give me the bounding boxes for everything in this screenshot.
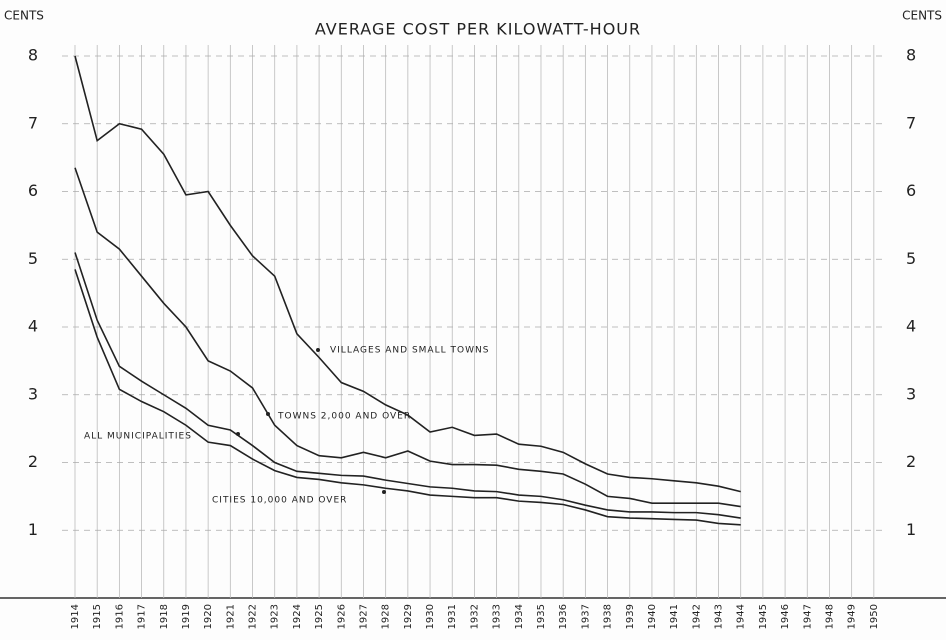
x-tick-label: 1923 — [270, 604, 281, 629]
y-tick-label: 5 — [28, 249, 38, 268]
series-line — [74, 269, 741, 526]
y-tick-label: 6 — [28, 181, 38, 200]
x-tick-label: 1928 — [381, 604, 392, 629]
x-tick-label: 1934 — [514, 604, 525, 629]
x-tick-label: 1944 — [736, 604, 747, 629]
x-tick-label: 1929 — [403, 604, 414, 629]
x-tick-label: 1931 — [447, 604, 458, 629]
label-arrow — [316, 348, 320, 352]
series-line — [74, 252, 741, 519]
x-tick-label: 1919 — [181, 604, 192, 629]
x-tick-label: 1914 — [70, 604, 81, 629]
label-arrow — [266, 412, 270, 416]
label-arrow — [382, 490, 386, 494]
y-axis-label: CENTS — [4, 9, 44, 23]
y2-tick-label: 3 — [906, 384, 916, 403]
x-tick-label: 1936 — [558, 604, 569, 629]
x-tick-label: 1949 — [847, 604, 858, 629]
series-label: ALL MUNICIPALITIES — [84, 432, 192, 442]
x-tick-label: 1943 — [714, 604, 725, 629]
series-label: CITIES 10,000 AND OVER — [212, 496, 347, 506]
y-tick-label: 2 — [28, 452, 38, 471]
x-tick-label: 1946 — [780, 604, 791, 629]
x-tick-label: 1922 — [248, 604, 259, 629]
x-tick-label: 1920 — [203, 604, 214, 629]
y2-tick-label: 7 — [906, 113, 916, 132]
y-tick-label: 7 — [28, 113, 38, 132]
x-tick-label: 1915 — [92, 604, 103, 629]
x-tick-label: 1924 — [292, 604, 303, 629]
y2-tick-label: 1 — [906, 520, 916, 539]
series-line — [74, 55, 741, 493]
y2-tick-label: 6 — [906, 181, 916, 200]
y-tick-label: 3 — [28, 384, 38, 403]
x-tick-label: 1916 — [114, 604, 125, 629]
series-line — [74, 167, 741, 508]
x-tick-label: 1948 — [824, 604, 835, 629]
chart-title: AVERAGE COST PER KILOWATT-HOUR — [315, 20, 641, 39]
series-label: VILLAGES AND SMALL TOWNS — [330, 346, 489, 356]
x-tick-label: 1932 — [469, 604, 480, 629]
x-tick-label: 1926 — [336, 604, 347, 629]
x-tick-label: 1935 — [536, 604, 547, 629]
x-tick-label: 1941 — [669, 604, 680, 629]
x-tick-label: 1938 — [603, 604, 614, 629]
x-tick-label: 1933 — [492, 604, 503, 629]
x-tick-label: 1918 — [159, 604, 170, 629]
y-tick-label: 8 — [28, 46, 38, 65]
y-tick-label: 4 — [28, 317, 38, 336]
y2-tick-label: 8 — [906, 46, 916, 65]
series-label: TOWNS 2,000 AND OVER — [277, 412, 411, 422]
x-tick-label: 1917 — [137, 604, 148, 629]
y2-tick-label: 5 — [906, 249, 916, 268]
x-tick-label: 1930 — [425, 604, 436, 629]
y-tick-label: 1 — [28, 520, 38, 539]
label-arrow — [236, 432, 240, 436]
y2-tick-label: 2 — [906, 452, 916, 471]
x-tick-label: 1937 — [580, 604, 591, 629]
y2-axis-label: CENTS — [902, 9, 942, 23]
x-tick-label: 1945 — [758, 604, 769, 629]
x-tick-label: 1925 — [314, 604, 325, 629]
x-tick-label: 1942 — [691, 604, 702, 629]
x-tick-label: 1947 — [802, 604, 813, 629]
y2-tick-label: 4 — [906, 317, 916, 336]
x-tick-label: 1921 — [225, 604, 236, 629]
x-tick-label: 1939 — [625, 604, 636, 629]
x-tick-label: 1940 — [647, 604, 658, 629]
x-tick-label: 1950 — [869, 604, 880, 629]
x-tick-label: 1927 — [358, 604, 369, 629]
